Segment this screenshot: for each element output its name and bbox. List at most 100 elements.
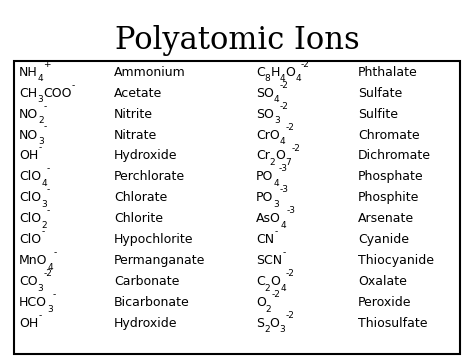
- Text: Ammonium: Ammonium: [114, 66, 185, 79]
- Text: Cyanide: Cyanide: [358, 233, 409, 246]
- Text: CN: CN: [256, 233, 274, 246]
- Text: 3: 3: [38, 137, 44, 146]
- Text: Phosphate: Phosphate: [358, 170, 423, 183]
- Text: Oxalate: Oxalate: [358, 275, 407, 288]
- Text: -: -: [47, 206, 50, 215]
- Text: -2: -2: [301, 60, 310, 69]
- Text: Hydroxide: Hydroxide: [114, 317, 177, 330]
- Text: ClO: ClO: [19, 212, 41, 225]
- Text: 4: 4: [280, 284, 286, 292]
- Text: CH: CH: [19, 87, 37, 100]
- Text: 2: 2: [41, 221, 47, 230]
- Text: -2: -2: [286, 269, 295, 278]
- Text: -2: -2: [272, 290, 280, 299]
- Text: 4: 4: [273, 179, 279, 188]
- Text: ClO: ClO: [19, 170, 41, 183]
- Text: Nitrite: Nitrite: [114, 108, 153, 121]
- Text: -: -: [53, 248, 56, 257]
- Text: 3: 3: [37, 95, 43, 104]
- Text: Sulfite: Sulfite: [358, 108, 398, 121]
- Text: 4: 4: [47, 263, 53, 271]
- Text: 4: 4: [295, 74, 301, 83]
- Text: Bicarbonate: Bicarbonate: [114, 296, 190, 309]
- Text: 2: 2: [266, 305, 272, 313]
- Text: Hydroxide: Hydroxide: [114, 149, 177, 162]
- Text: C: C: [256, 66, 264, 79]
- Text: C: C: [256, 275, 264, 288]
- Text: 8: 8: [264, 74, 271, 83]
- Text: +: +: [43, 60, 51, 69]
- Text: -2: -2: [280, 102, 289, 110]
- Text: -: -: [38, 144, 41, 152]
- Text: Arsenate: Arsenate: [358, 212, 414, 225]
- Text: 4: 4: [280, 74, 285, 83]
- Text: Permanganate: Permanganate: [114, 254, 205, 267]
- Text: O: O: [275, 149, 285, 162]
- Text: -: -: [41, 227, 45, 236]
- Text: Phosphite: Phosphite: [358, 191, 419, 204]
- Text: 4: 4: [274, 95, 280, 104]
- Text: Hypochlorite: Hypochlorite: [114, 233, 193, 246]
- Text: -2: -2: [285, 311, 294, 320]
- Text: CrO: CrO: [256, 129, 280, 142]
- Text: O: O: [270, 317, 280, 330]
- Text: 4: 4: [38, 74, 43, 83]
- Text: -2: -2: [285, 123, 294, 131]
- Text: -: -: [282, 248, 285, 257]
- Text: 3: 3: [47, 305, 53, 313]
- Text: HCO: HCO: [19, 296, 47, 309]
- Text: -2: -2: [43, 269, 52, 278]
- Text: 4: 4: [41, 179, 47, 188]
- Text: O: O: [285, 66, 295, 79]
- Text: Chlorate: Chlorate: [114, 191, 167, 204]
- Text: Polyatomic Ions: Polyatomic Ions: [115, 25, 359, 56]
- Text: OH: OH: [19, 317, 38, 330]
- Text: PO: PO: [256, 191, 273, 204]
- Text: 7: 7: [285, 158, 291, 167]
- Text: Thiosulfate: Thiosulfate: [358, 317, 428, 330]
- Text: O: O: [256, 296, 266, 309]
- Text: 2: 2: [270, 158, 275, 167]
- Text: 2: 2: [38, 116, 44, 125]
- Text: 2: 2: [264, 326, 270, 334]
- Text: -3: -3: [279, 186, 288, 194]
- Text: OH: OH: [19, 149, 38, 162]
- Text: -: -: [47, 165, 50, 173]
- Text: -2: -2: [291, 144, 300, 152]
- Text: -: -: [44, 123, 47, 131]
- Text: NH: NH: [19, 66, 38, 79]
- Text: H: H: [271, 66, 280, 79]
- Text: COO: COO: [43, 87, 71, 100]
- Text: 3: 3: [273, 200, 279, 209]
- Text: -: -: [38, 311, 41, 320]
- Text: SO: SO: [256, 87, 274, 100]
- Text: 3: 3: [274, 116, 280, 125]
- Text: Perchlorate: Perchlorate: [114, 170, 185, 183]
- Text: -3: -3: [286, 206, 295, 215]
- Text: MnO: MnO: [19, 254, 47, 267]
- Text: 3: 3: [37, 284, 43, 292]
- Text: NO: NO: [19, 108, 38, 121]
- Text: S: S: [256, 317, 264, 330]
- Text: -: -: [53, 290, 56, 299]
- Text: SCN: SCN: [256, 254, 282, 267]
- Text: O: O: [270, 275, 280, 288]
- Text: ClO: ClO: [19, 191, 41, 204]
- Text: -: -: [44, 102, 47, 110]
- Text: AsO: AsO: [256, 212, 281, 225]
- Text: Chromate: Chromate: [358, 129, 419, 142]
- Text: ClO: ClO: [19, 233, 41, 246]
- Text: NO: NO: [19, 129, 38, 142]
- Text: 3: 3: [41, 200, 47, 209]
- Text: 2: 2: [264, 284, 270, 292]
- Text: Nitrate: Nitrate: [114, 129, 157, 142]
- Text: Peroxide: Peroxide: [358, 296, 411, 309]
- Text: Phthalate: Phthalate: [358, 66, 418, 79]
- Text: Dichromate: Dichromate: [358, 149, 431, 162]
- Text: Carbonate: Carbonate: [114, 275, 179, 288]
- Text: -: -: [71, 81, 74, 90]
- Text: 4: 4: [281, 221, 286, 230]
- Text: 3: 3: [280, 326, 285, 334]
- Text: Acetate: Acetate: [114, 87, 162, 100]
- Text: CO: CO: [19, 275, 37, 288]
